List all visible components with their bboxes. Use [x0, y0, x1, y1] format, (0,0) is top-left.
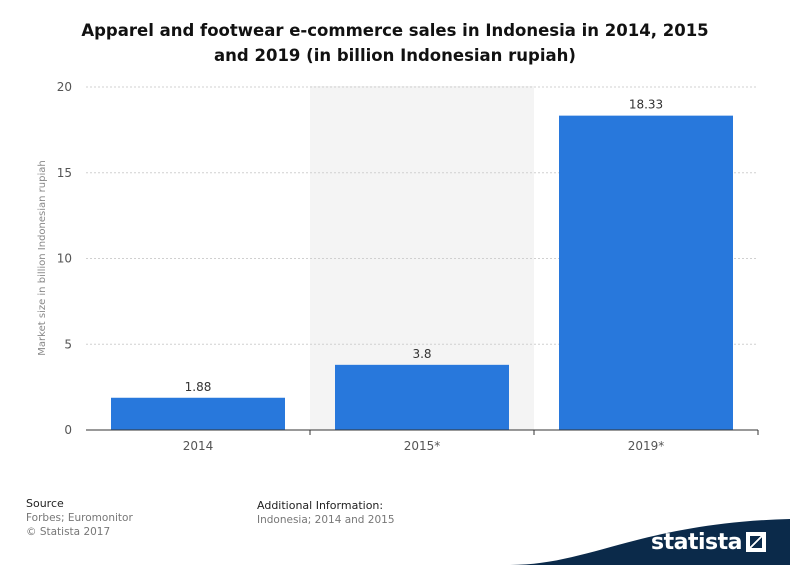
data-label: 18.33: [629, 98, 663, 112]
data-label: 3.8: [412, 347, 431, 361]
bar[interactable]: [111, 397, 285, 430]
additional-info-text: Indonesia; 2014 and 2015: [257, 514, 395, 526]
chart-title-line-1: Apparel and footwear e-commerce sales in…: [81, 21, 709, 40]
y-tick-label: 15: [57, 166, 72, 180]
x-tick-label: 2019*: [628, 439, 665, 453]
source-block: Source Forbes; Euromonitor © Statista 20…: [26, 497, 133, 539]
brand-band: statista: [510, 505, 790, 565]
statista-logo-text: statista: [651, 530, 742, 555]
y-tick-label: 5: [64, 337, 72, 351]
x-axis-ticks: 2014 2015* 2019*: [183, 430, 759, 453]
bar-chart: 0 5 10 15 20 1.88 3.8 18.33 2014 2015* 2019* Mar…: [37, 80, 759, 453]
data-label: 1.88: [185, 380, 212, 394]
x-tick-label: 2015*: [404, 439, 441, 453]
brand-wave: [510, 519, 790, 565]
chart-title-line-2: and 2019 (in billion Indonesian rupiah): [214, 46, 576, 65]
y-tick-label: 20: [57, 80, 72, 94]
x-tick-label: 2014: [183, 439, 214, 453]
y-tick-label: 0: [64, 423, 72, 437]
source-line-1: Forbes; Euromonitor: [26, 512, 133, 524]
source-heading: Source: [26, 497, 64, 510]
additional-info-block: Additional Information: Indonesia; 2014 …: [257, 499, 395, 527]
chart-title: Apparel and footwear e-commerce sales in…: [40, 18, 750, 68]
bar[interactable]: [559, 115, 733, 430]
bar[interactable]: [335, 364, 509, 430]
y-axis-label: Market size in billion Indonesian rupiah: [37, 160, 48, 355]
y-tick-label: 10: [57, 252, 72, 266]
statista-logo-icon: [746, 532, 766, 552]
additional-info-heading: Additional Information:: [257, 499, 384, 512]
bars: 1.88 3.8 18.33: [111, 98, 733, 430]
source-line-2: © Statista 2017: [26, 526, 111, 538]
y-axis-ticks: 0 5 10 15 20: [57, 80, 72, 437]
